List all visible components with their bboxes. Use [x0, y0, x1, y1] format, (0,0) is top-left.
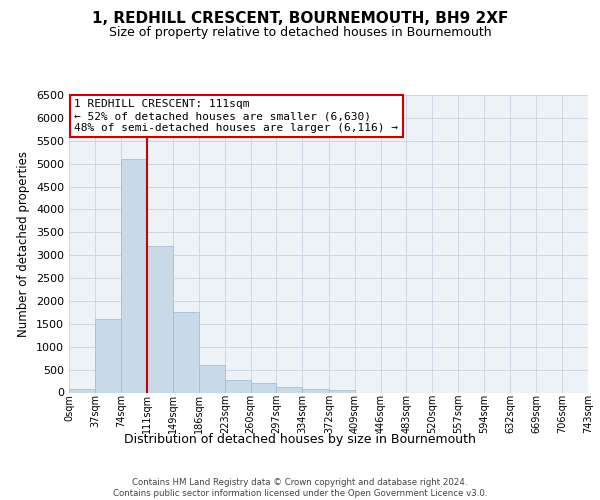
Bar: [302, 389, 329, 392]
Bar: [329, 390, 355, 392]
Bar: [225, 380, 251, 392]
Y-axis label: Number of detached properties: Number of detached properties: [17, 151, 31, 337]
Text: 1, REDHILL CRESCENT, BOURNEMOUTH, BH9 2XF: 1, REDHILL CRESCENT, BOURNEMOUTH, BH9 2X…: [92, 11, 508, 26]
Text: Distribution of detached houses by size in Bournemouth: Distribution of detached houses by size …: [124, 432, 476, 446]
Bar: [146, 246, 173, 392]
Bar: [69, 390, 95, 392]
Bar: [173, 312, 199, 392]
Text: Contains HM Land Registry data © Crown copyright and database right 2024.
Contai: Contains HM Land Registry data © Crown c…: [113, 478, 487, 498]
Bar: [95, 320, 121, 392]
Bar: [121, 159, 146, 392]
Bar: [251, 384, 277, 392]
Bar: [199, 365, 225, 392]
Bar: [277, 386, 302, 392]
Text: Size of property relative to detached houses in Bournemouth: Size of property relative to detached ho…: [109, 26, 491, 39]
Text: 1 REDHILL CRESCENT: 111sqm
← 52% of detached houses are smaller (6,630)
48% of s: 1 REDHILL CRESCENT: 111sqm ← 52% of deta…: [74, 100, 398, 132]
